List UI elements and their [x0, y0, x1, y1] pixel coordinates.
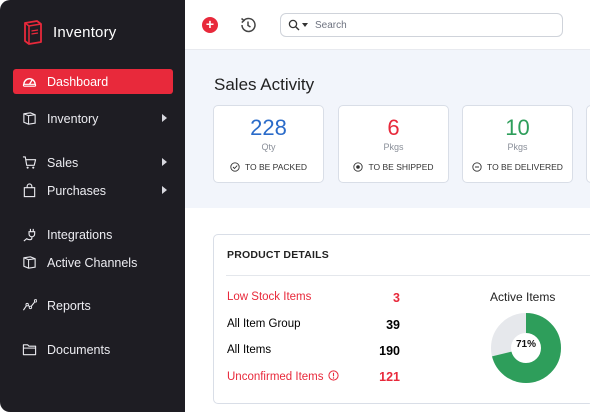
row-value: 190 [379, 344, 400, 358]
to-be-packed-card[interactable]: 228 Qty TO BE PACKED [213, 105, 324, 183]
section-title: Sales Activity [214, 75, 315, 94]
donut-fill [491, 313, 561, 383]
card-label-text: TO BE SHIPPED [368, 162, 434, 172]
sidebar-item-label: Purchases [47, 183, 107, 198]
chevron-right-icon [162, 114, 167, 122]
app-title: Inventory [53, 23, 117, 41]
row-value: 39 [386, 318, 400, 332]
sidebar-item-label: Sales [47, 155, 79, 170]
sidebar-item-label: Active Channels [47, 255, 138, 270]
search-icon [288, 19, 300, 31]
sales-activity-section: Sales Activity 228 Qty TO BE PACKED 6 Pk… [185, 50, 590, 208]
cart-icon [21, 155, 37, 171]
sidebar-item-label: Dashboard [47, 74, 109, 89]
row-label: All Item Group [227, 318, 301, 330]
divider [226, 275, 590, 276]
dashboard-icon [21, 74, 37, 90]
sidebar-item-documents[interactable]: Documents [13, 337, 173, 362]
card-value: 228 [250, 115, 287, 140]
panel-title: PRODUCT DETAILS [227, 249, 329, 261]
sidebar-item-label: Documents [47, 342, 111, 357]
card-unit: Qty [261, 142, 276, 152]
sidebar-item-label: Reports [47, 298, 91, 313]
card-label: TO BE PACKED [214, 162, 323, 172]
to-be-delivered-card[interactable]: 10 Pkgs TO BE DELIVERED [462, 105, 573, 183]
row-value: 3 [393, 291, 400, 305]
add-button[interactable]: + [202, 17, 218, 33]
card-unit: Pkgs [383, 142, 404, 152]
card-label: TO BE SHIPPED [339, 162, 448, 172]
top-bar: + [185, 0, 590, 50]
chevron-right-icon [162, 186, 167, 194]
to-be-shipped-card[interactable]: 6 Pkgs TO BE SHIPPED [338, 105, 449, 183]
chevron-down-icon[interactable] [302, 23, 308, 27]
row-value: 121 [379, 370, 400, 384]
brand[interactable]: Inventory [22, 18, 117, 46]
sidebar-item-reports[interactable]: Reports [13, 293, 173, 318]
check-circle-icon [230, 162, 240, 172]
row-label-wrap: Unconfirmed Items [227, 370, 339, 383]
folder-icon [21, 342, 37, 358]
history-icon[interactable] [238, 15, 258, 35]
row-label: All Items [227, 344, 272, 356]
sidebar-item-integrations[interactable]: Integrations [13, 222, 173, 247]
active-items-percent: 71% [515, 339, 536, 350]
sidebar-item-label: Inventory [47, 111, 99, 126]
bag-icon [21, 183, 37, 199]
inventory-logo-icon [24, 20, 42, 45]
card-label-text: TO BE PACKED [244, 162, 308, 172]
info-icon[interactable] [327, 370, 339, 381]
minus-circle-icon [472, 162, 482, 172]
dot-circle-icon [353, 162, 364, 172]
sidebar-item-label: Integrations [47, 227, 113, 242]
search-box[interactable] [280, 13, 563, 37]
row-label: Unconfirmed Items [227, 371, 324, 383]
sidebar-item-active-channels[interactable]: Active Channels [13, 250, 173, 275]
sidebar: Inventory Dashboard Inventory Sales [0, 0, 185, 412]
active-items-donut [491, 313, 561, 383]
channels-icon [21, 255, 37, 271]
search-input[interactable] [315, 19, 555, 31]
card-label: TO BE DELIVERED [463, 162, 572, 172]
box-icon [21, 111, 37, 127]
card-unit: Pkgs [507, 142, 528, 152]
active-items-title: Active Items [490, 290, 556, 304]
reports-icon [21, 298, 37, 314]
sidebar-item-inventory[interactable]: Inventory [13, 106, 173, 131]
card-value: 10 [505, 115, 530, 140]
row-label: Low Stock Items [227, 291, 312, 303]
plus-icon: + [205, 16, 215, 32]
chevron-right-icon [162, 158, 167, 166]
card-label-text: TO BE DELIVERED [487, 162, 563, 172]
sidebar-item-purchases[interactable]: Purchases [13, 178, 173, 203]
partial-card[interactable] [586, 105, 590, 183]
card-value: 6 [387, 115, 400, 140]
sidebar-item-sales[interactable]: Sales [13, 150, 173, 175]
sidebar-item-dashboard[interactable]: Dashboard [13, 69, 173, 94]
product-details-panel: PRODUCT DETAILS Low Stock Items 3 All It… [213, 234, 590, 404]
plug-icon [21, 227, 37, 243]
